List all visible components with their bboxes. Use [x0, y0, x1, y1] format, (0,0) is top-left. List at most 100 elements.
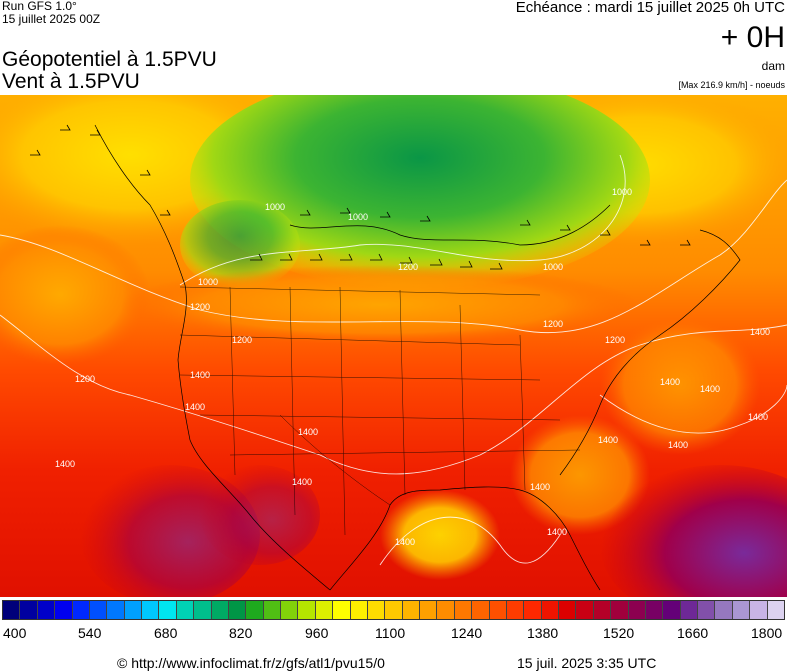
contour-label: 1400 — [660, 377, 680, 387]
coastlines — [94, 124, 741, 591]
color-swatch — [611, 601, 629, 619]
contour-label: 1400 — [750, 327, 770, 337]
contour-label: 1200 — [543, 319, 563, 329]
max-wind-note: [Max 216.9 km/h] - noeuds — [678, 80, 785, 90]
color-swatch — [72, 601, 90, 619]
contour-label: 1400 — [748, 412, 768, 422]
run-date: 15 juillet 2025 00Z — [2, 12, 101, 26]
field-purple-atlantic — [600, 465, 787, 597]
contour-label: 1400 — [190, 370, 210, 380]
color-swatch — [506, 601, 525, 619]
color-swatch — [55, 601, 73, 619]
source-link[interactable]: © http://www.infoclimat.fr/z/gfs/atl1/pv… — [117, 655, 385, 671]
color-swatch — [593, 601, 612, 619]
color-swatch — [559, 601, 577, 619]
color-swatch — [489, 601, 507, 619]
contour-1000 — [179, 154, 626, 286]
contour-label: 1000 — [612, 187, 632, 197]
color-swatch — [281, 601, 299, 619]
contour-label: 1200 — [605, 335, 625, 345]
scale-label: 1660 — [677, 625, 709, 641]
contour-label: 1000 — [348, 212, 368, 222]
color-swatch — [367, 601, 386, 619]
color-swatch — [107, 601, 125, 619]
color-swatch — [541, 601, 559, 619]
contour-label: 1400 — [185, 402, 205, 412]
contour-lines — [0, 154, 787, 566]
contour-label: 1400 — [298, 427, 318, 437]
lead-time: + 0H — [720, 21, 785, 54]
mexico-border — [279, 414, 391, 506]
echeance-label: Echéance : mardi 15 juillet 2025 0h UTC — [515, 0, 785, 16]
contour-label: 1200 — [398, 262, 418, 272]
color-swatch — [124, 601, 142, 619]
field-orange-band — [120, 265, 640, 345]
scale-label: 1380 — [527, 625, 559, 641]
color-swatch — [211, 601, 229, 619]
color-swatch — [176, 601, 195, 619]
scale-label: 680 — [154, 625, 178, 641]
wind-barbs-canada — [300, 207, 691, 246]
contour-label-group: 1000 1000 1000 1000 1000 1200 1200 1200 … — [55, 187, 770, 547]
contour-label: 1400 — [700, 384, 720, 394]
color-swatch — [767, 601, 784, 619]
color-swatch — [350, 601, 368, 619]
color-swatch — [645, 601, 664, 619]
color-swatch — [524, 601, 542, 619]
scale-label: 820 — [229, 625, 253, 641]
contour-label: 1000 — [198, 277, 218, 287]
contour-label: 1400 — [292, 477, 312, 487]
color-swatch — [228, 601, 247, 619]
scale-label: 1100 — [375, 625, 406, 641]
contour-label: 1400 — [547, 527, 567, 537]
title-geopotential: Géopotentiel à 1.5PVU — [2, 48, 217, 71]
color-swatch — [680, 601, 698, 619]
scale-label: 1800 — [751, 625, 783, 641]
color-swatch — [159, 601, 177, 619]
field-yellow-gulf — [380, 490, 500, 580]
contour-label: 1200 — [232, 335, 252, 345]
scale-label: 400 — [3, 625, 27, 641]
color-swatch — [3, 601, 21, 619]
geopotential-map: 1000 1000 1000 1000 1000 1200 1200 1200 … — [0, 95, 787, 597]
color-swatch — [628, 601, 646, 619]
color-swatch — [263, 601, 281, 619]
scale-label: 540 — [78, 625, 102, 641]
title-wind: Vent à 1.5PVU — [2, 70, 140, 93]
wind-barbs-jet — [250, 253, 503, 270]
field-orange-w — [0, 225, 150, 365]
contour-label: 1400 — [530, 482, 550, 492]
us-canada-border — [179, 286, 541, 296]
color-swatch — [89, 601, 108, 619]
hudson-bay — [289, 204, 611, 246]
color-swatch — [454, 601, 473, 619]
contour-label: 1400 — [668, 440, 688, 450]
contour-1400c — [599, 384, 787, 434]
color-swatch — [246, 601, 264, 619]
color-swatch — [315, 601, 334, 619]
scale-label: 1520 — [603, 625, 635, 641]
field-purple-mexico — [200, 465, 320, 565]
gulf-coast — [329, 486, 601, 591]
contour-1400b — [379, 516, 561, 566]
west-coast — [94, 124, 331, 591]
contour-label: 1400 — [395, 537, 415, 547]
wind-barbs — [30, 124, 691, 270]
render-timestamp: 15 juil. 2025 3:35 UTC — [517, 655, 657, 671]
color-swatch — [385, 601, 403, 619]
color-swatch — [420, 601, 438, 619]
wind-barbs-pacific — [30, 124, 171, 216]
contour-label: 1200 — [190, 302, 210, 312]
color-swatch — [750, 601, 768, 619]
color-swatch — [20, 601, 38, 619]
color-swatch — [715, 601, 733, 619]
scale-label: 1240 — [451, 625, 483, 641]
color-swatch — [194, 601, 212, 619]
state-borders — [179, 286, 581, 536]
color-swatch — [732, 601, 751, 619]
color-swatch — [698, 601, 716, 619]
run-label: Run GFS 1.0° — [2, 0, 77, 13]
color-scale — [2, 600, 785, 620]
contour-label: 1000 — [265, 202, 285, 212]
contour-label: 1000 — [543, 262, 563, 272]
